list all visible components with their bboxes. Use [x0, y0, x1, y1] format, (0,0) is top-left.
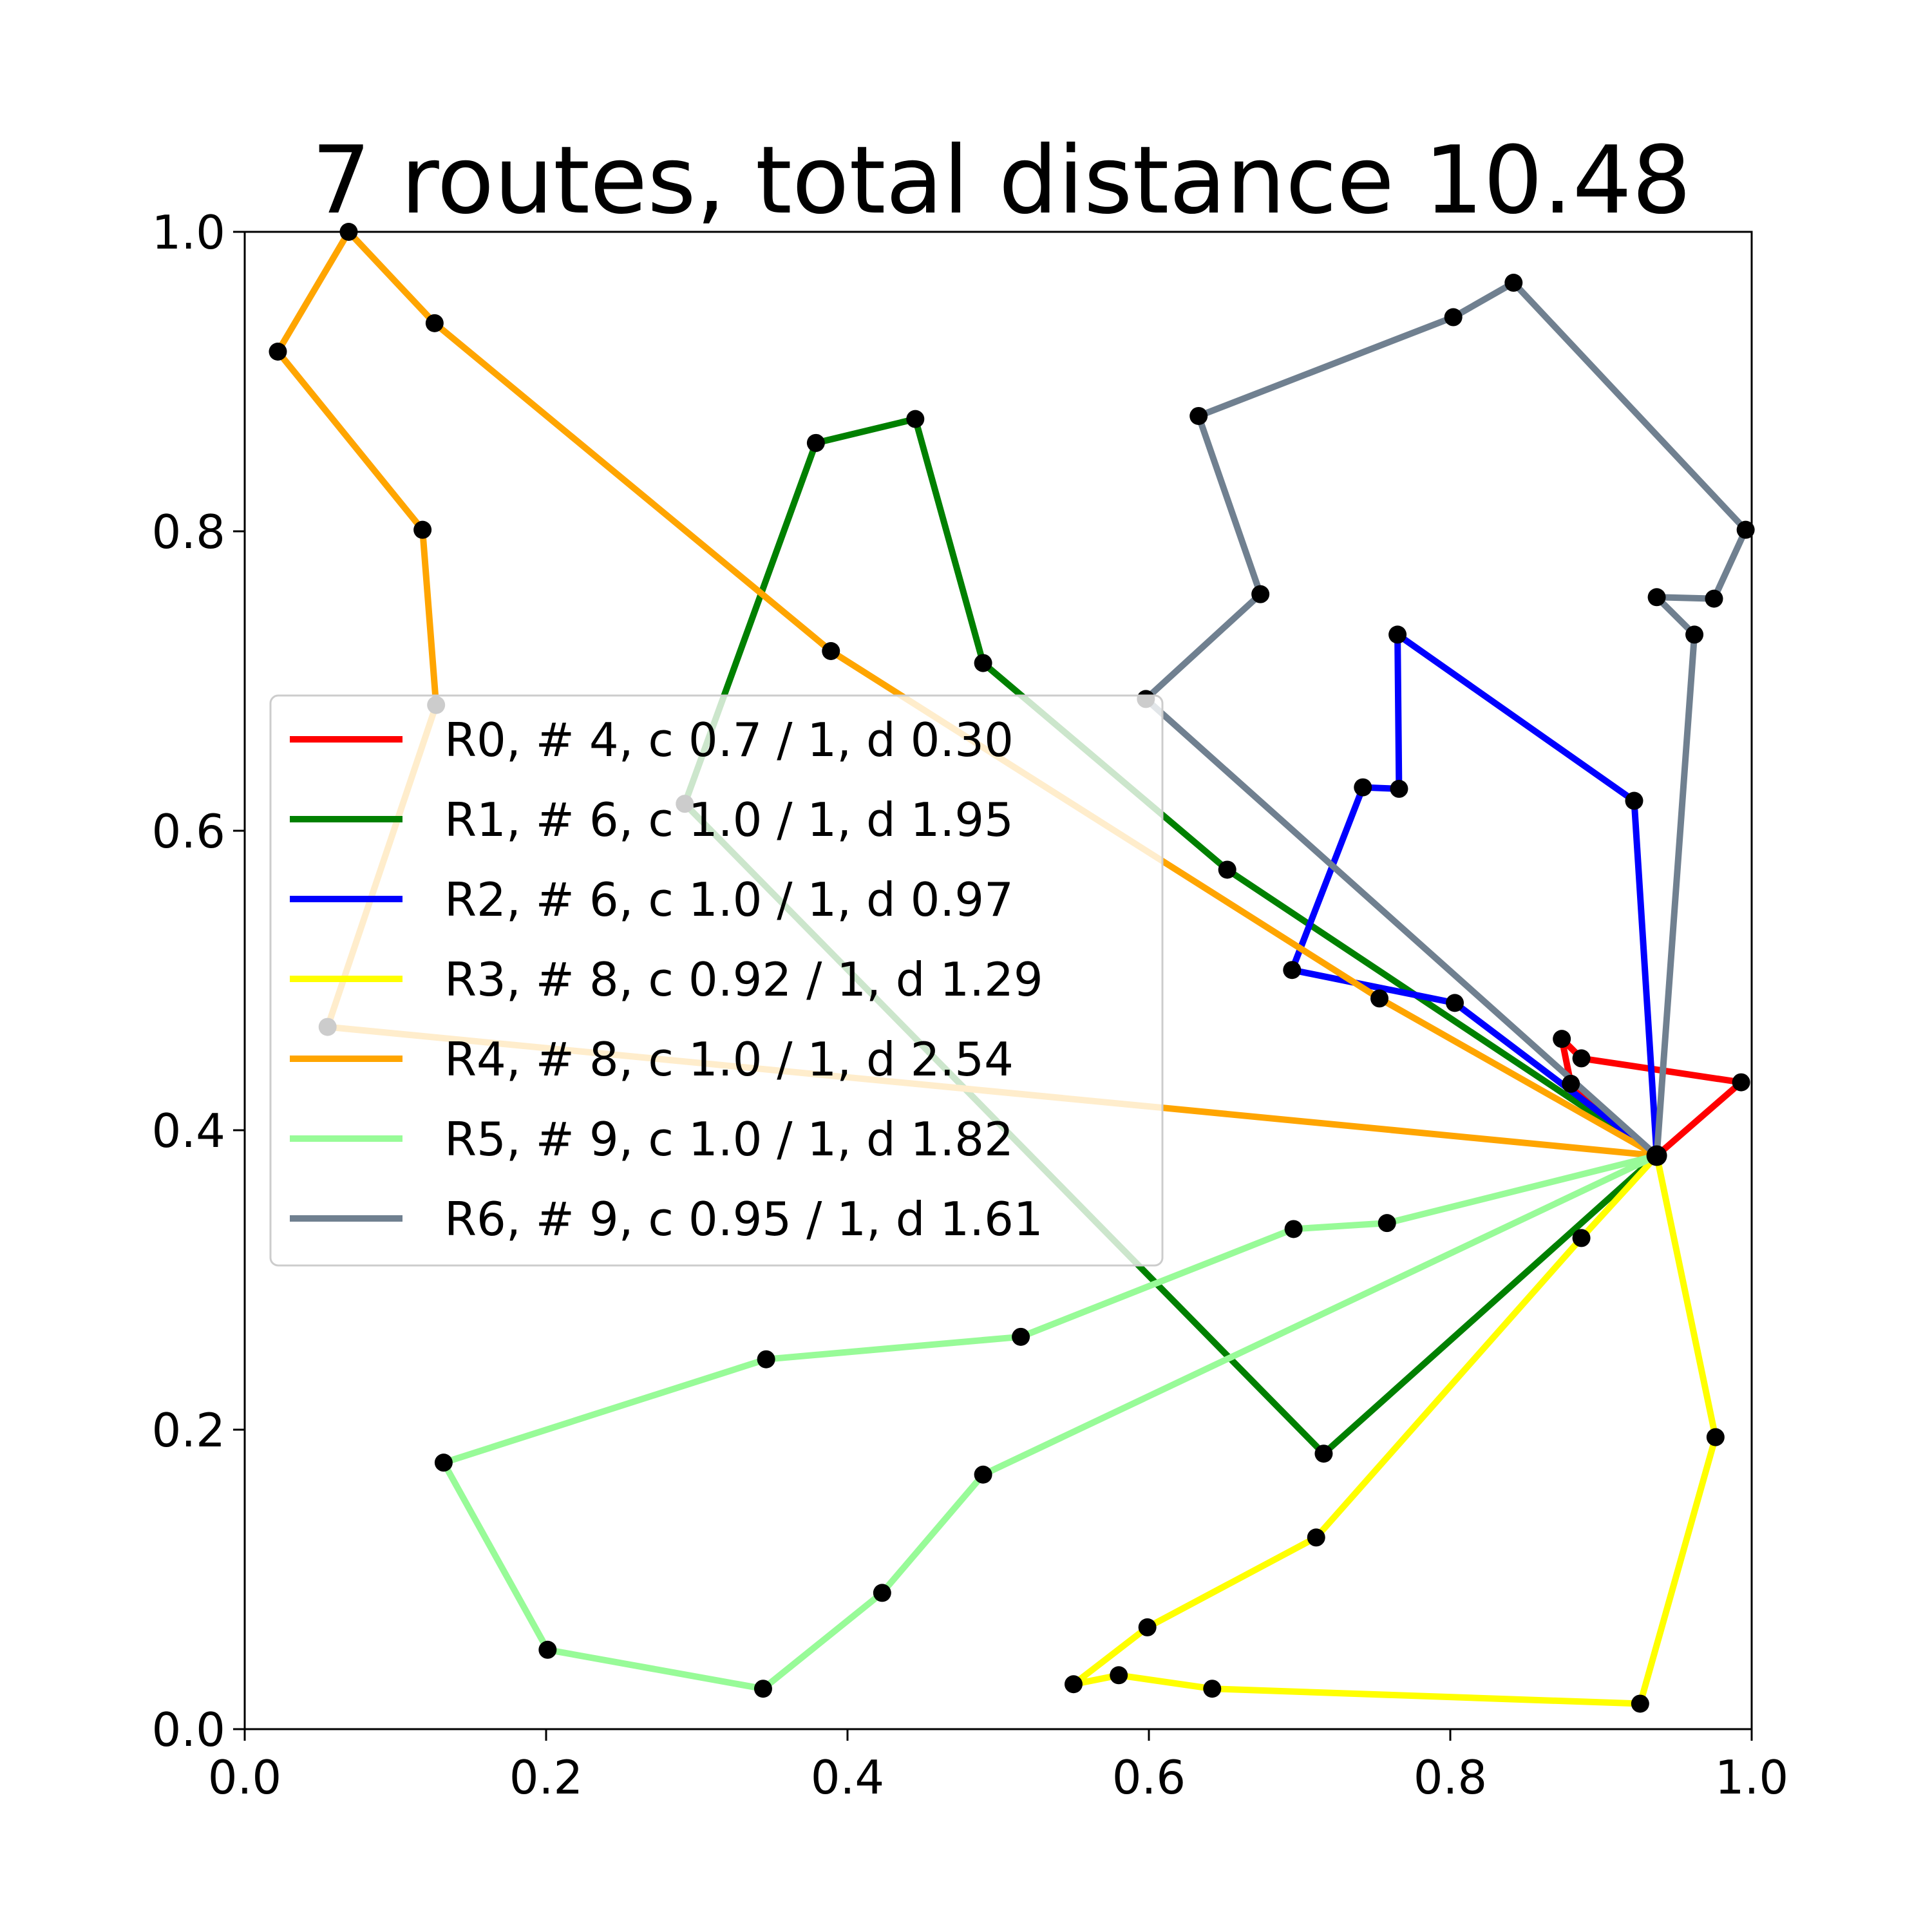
route-line-r3 — [1070, 1152, 1719, 1707]
legend-label-r6: R6, # 9, c 0.95 / 1, d 1.61 — [444, 1192, 1043, 1246]
stop-point — [1138, 1618, 1157, 1636]
stop-point — [1314, 1444, 1333, 1463]
stop-point — [1203, 1680, 1222, 1698]
stop-point — [425, 314, 444, 332]
stop-point — [1736, 520, 1755, 539]
stop-point — [1631, 1694, 1649, 1713]
legend-label-r4: R4, # 8, c 1.0 / 1, d 2.54 — [444, 1032, 1014, 1086]
stop-point — [269, 343, 287, 361]
stop-point — [1647, 588, 1666, 607]
stop-point — [1354, 778, 1372, 797]
stop-point — [1283, 961, 1302, 980]
legend-label-r2: R2, # 6, c 1.0 / 1, d 0.97 — [444, 873, 1014, 927]
stop-point — [753, 1680, 772, 1698]
stop-point — [1504, 274, 1523, 292]
route-line-r1 — [681, 415, 1660, 1457]
stop-point — [1251, 585, 1270, 603]
stop-point — [1065, 1675, 1083, 1694]
stop-point — [906, 410, 925, 428]
stop-point — [413, 520, 432, 539]
stop-point — [1378, 1214, 1396, 1233]
x-tick-label: 1.0 — [1715, 1750, 1789, 1804]
legend-label-r3: R3, # 8, c 0.92 / 1, d 1.29 — [444, 952, 1043, 1007]
route-line-r2 — [1289, 631, 1660, 1159]
stop-point — [1307, 1528, 1325, 1547]
stop-point — [1390, 779, 1408, 798]
route-line-r6 — [1142, 279, 1749, 1159]
stop-point — [1705, 589, 1723, 608]
stop-point — [1732, 1073, 1750, 1092]
stop-point — [1189, 406, 1208, 425]
legend-box — [269, 694, 1164, 1267]
legend-label-r1: R1, # 6, c 1.0 / 1, d 1.95 — [444, 793, 1014, 847]
y-tick-label: 0.0 — [151, 1703, 225, 1757]
x-tick-label: 0.4 — [811, 1750, 885, 1804]
y-tick-label: 0.4 — [151, 1104, 225, 1158]
stop-point — [974, 654, 992, 672]
stop-point — [1012, 1327, 1030, 1346]
y-axis: 0.0 0.2 0.4 0.6 0.8 1.0 — [151, 205, 245, 1757]
stop-point — [1553, 1030, 1571, 1048]
stop-point — [974, 1465, 992, 1484]
stop-point — [1625, 791, 1643, 810]
stop-point — [1572, 1049, 1591, 1068]
plot-frame — [243, 231, 1753, 1730]
y-tick-label: 0.8 — [151, 505, 225, 559]
y-tick-label: 0.6 — [151, 804, 225, 858]
stop-point — [1218, 860, 1236, 879]
legend-label-r0: R0, # 4, c 0.7 / 1, d 0.30 — [444, 713, 1014, 767]
stop-point — [434, 1454, 453, 1472]
legend-label-r5: R5, # 9, c 1.0 / 1, d 1.82 — [444, 1112, 1014, 1166]
stop-point — [822, 642, 840, 660]
x-tick-label: 0.8 — [1414, 1750, 1488, 1804]
stop-point — [873, 1584, 891, 1602]
chart-title: 7 routes, total distance 10.48 — [312, 126, 1691, 235]
stop-point — [1444, 308, 1463, 327]
stop-point — [806, 433, 825, 452]
y-tick-label: 1.0 — [151, 205, 225, 260]
x-tick-label: 0.0 — [208, 1750, 282, 1804]
depot-point — [1646, 1145, 1667, 1166]
y-tick-label: 0.2 — [151, 1403, 225, 1457]
stop-point — [1685, 625, 1704, 644]
stop-point — [1572, 1229, 1591, 1247]
stop-point — [1284, 1220, 1303, 1238]
stop-point — [1110, 1666, 1128, 1685]
stop-point — [1562, 1074, 1580, 1093]
stop-point — [757, 1350, 775, 1368]
x-tick-label: 0.6 — [1112, 1750, 1186, 1804]
x-tick-label: 0.2 — [509, 1750, 583, 1804]
legend: R0, # 4, c 0.7 / 1, d 0.30 R1, # 6, c 1.0… — [269, 694, 1164, 1267]
stop-point — [538, 1640, 557, 1659]
stop-point — [1446, 994, 1464, 1012]
stop-point — [1388, 625, 1407, 644]
stop-point — [1706, 1428, 1725, 1446]
x-axis: 0.0 0.2 0.4 0.6 0.8 1.0 — [208, 1729, 1789, 1804]
stop-point — [1370, 989, 1389, 1008]
